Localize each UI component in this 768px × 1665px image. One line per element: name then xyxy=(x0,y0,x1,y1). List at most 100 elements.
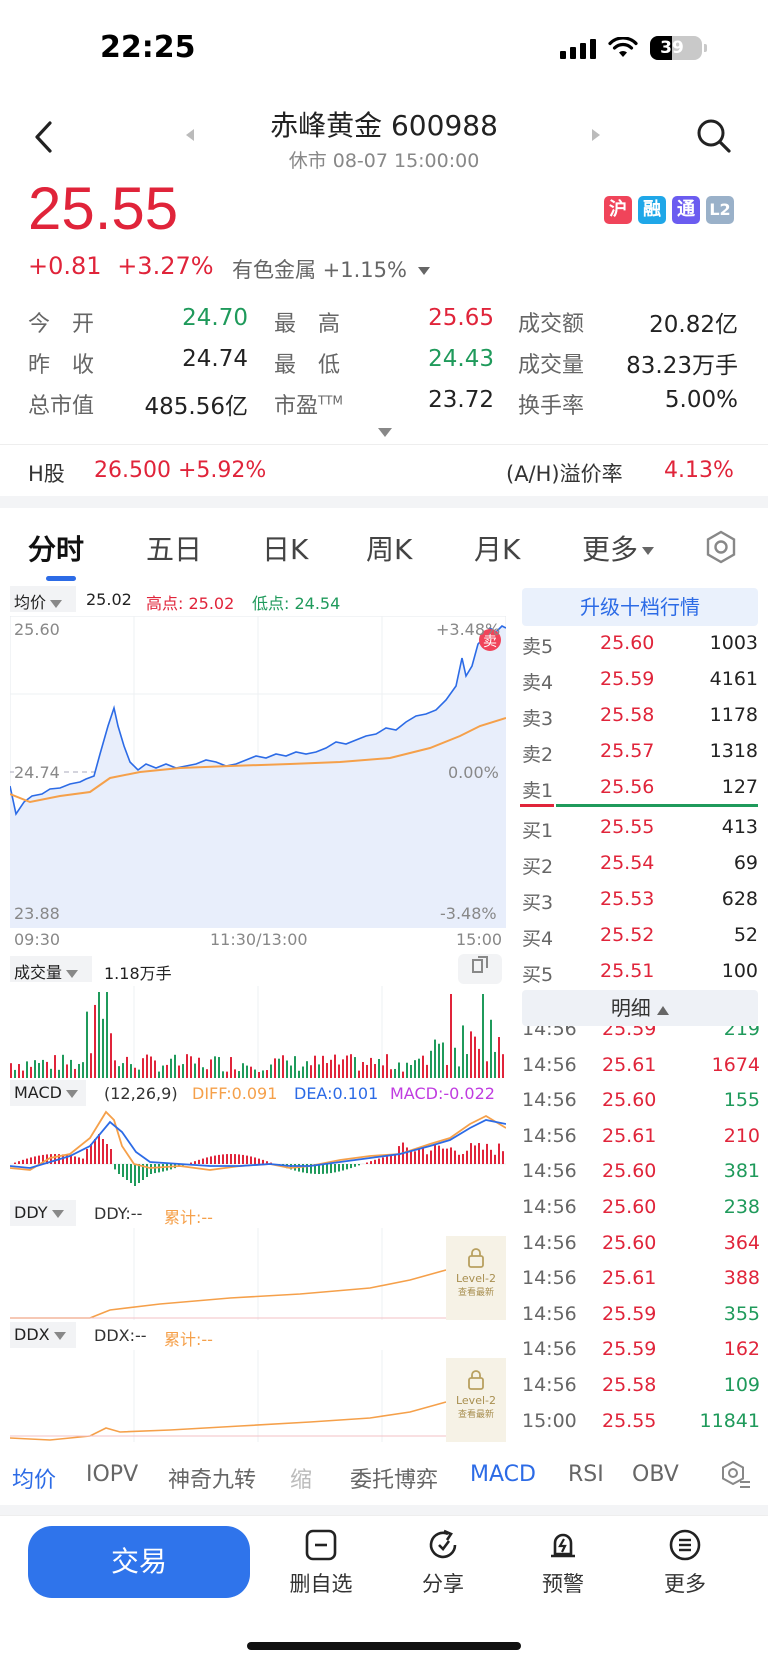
ind-tab-iopv[interactable]: IOPV xyxy=(86,1462,139,1487)
macd-bar xyxy=(502,1151,504,1164)
chart-settings-icon[interactable] xyxy=(704,530,738,564)
volume-bar xyxy=(262,1070,264,1078)
macd-bar xyxy=(130,1164,132,1183)
macd-bar xyxy=(14,1162,16,1164)
ddy-lock-sub: 查看最新 xyxy=(457,1288,494,1298)
volume-bar xyxy=(358,1070,360,1078)
ind-tab-td9[interactable]: 神奇九转 xyxy=(168,1468,257,1493)
tab-monthly-k[interactable]: 月K xyxy=(474,533,521,566)
volume-bar xyxy=(334,1054,336,1078)
prev-stock-icon[interactable] xyxy=(184,128,196,142)
low-point: 低点: 24.54 xyxy=(252,594,341,613)
tick-price: 25.59 xyxy=(602,1338,657,1361)
open-value: 24.70 xyxy=(182,305,248,331)
macd-bar xyxy=(254,1157,256,1164)
tick-price: 25.61 xyxy=(602,1124,657,1147)
macd-bar xyxy=(346,1164,348,1170)
ddy-level2-lock[interactable]: Level-2 查看最新 xyxy=(446,1236,506,1320)
macd-bar xyxy=(250,1156,252,1164)
ind-tab-rsi[interactable]: RSI xyxy=(568,1462,604,1487)
ddx-dropdown-icon xyxy=(53,1331,66,1340)
alert-button[interactable]: 预警 xyxy=(518,1528,608,1598)
macd-bar xyxy=(338,1164,340,1172)
tick-price: 25.60 xyxy=(602,1195,657,1218)
tick-row: 14:56 25.58 109 xyxy=(520,1368,762,1404)
status-time: 22:25 xyxy=(100,30,196,65)
level-volume: 1318 xyxy=(709,740,758,762)
bid-row: 买2 25.54 69 xyxy=(520,846,760,882)
volume-bar xyxy=(90,1053,92,1078)
level-price: 25.55 xyxy=(600,816,655,838)
trade-button[interactable]: 交易 xyxy=(28,1526,250,1598)
tab-daily-k[interactable]: 日K xyxy=(262,533,309,566)
back-icon[interactable] xyxy=(32,120,56,154)
search-icon[interactable] xyxy=(696,118,732,154)
ddy-value: DDY:-- xyxy=(94,1204,143,1223)
tick-price: 25.58 xyxy=(602,1373,657,1396)
macd-bar xyxy=(258,1158,260,1164)
avg-selector[interactable]: 均价 xyxy=(10,586,76,612)
macd-bar xyxy=(74,1156,76,1164)
level-label: 买4 xyxy=(522,928,554,950)
ind-tab-order-game[interactable]: 委托博弈 xyxy=(350,1468,439,1493)
status-icons: 39 xyxy=(560,36,707,60)
sell-marker[interactable] xyxy=(479,629,501,651)
volume-bar xyxy=(178,1065,180,1078)
macd-bar xyxy=(38,1155,40,1164)
expand-chart-icon[interactable] xyxy=(458,954,502,984)
avg-line xyxy=(10,717,506,804)
volume-bar xyxy=(98,992,100,1078)
volume-bar xyxy=(366,1064,368,1078)
macd-bar xyxy=(70,1155,72,1164)
remove-watchlist-button[interactable]: 删自选 xyxy=(276,1528,366,1598)
upgrade-level10-button[interactable]: 升级十档行情 xyxy=(522,588,758,626)
ddy-selector[interactable]: DDY xyxy=(10,1200,76,1226)
ddx-level2-lock[interactable]: Level-2 查看最新 xyxy=(446,1358,506,1442)
volume-bar xyxy=(62,1054,64,1078)
tick-time: 14:56 xyxy=(522,1124,577,1147)
volume-bar xyxy=(194,1063,196,1078)
volume-bar xyxy=(58,1069,60,1078)
volume-bar xyxy=(74,1068,76,1078)
volume-bar xyxy=(122,1063,124,1078)
next-stock-icon[interactable] xyxy=(590,128,602,142)
high-label: 最 高 xyxy=(274,312,341,337)
volume-bar xyxy=(114,1060,116,1078)
more-button[interactable]: 更多 xyxy=(640,1528,730,1598)
ind-tab-partial[interactable]: 缩 xyxy=(290,1468,313,1493)
macd-bar xyxy=(446,1148,448,1164)
sector-link[interactable]: 有色金属 +1.15% xyxy=(232,254,430,284)
ind-tab-obv[interactable]: OBV xyxy=(632,1462,679,1487)
detail-toggle[interactable]: 明细 xyxy=(522,990,758,1026)
macd-bar xyxy=(226,1154,228,1164)
level-price: 25.56 xyxy=(600,776,655,798)
ind-tab-avg[interactable]: 均价 xyxy=(12,1468,57,1493)
indicator-settings-icon[interactable] xyxy=(720,1460,752,1490)
macd-bar xyxy=(110,1149,112,1164)
level-volume: 4161 xyxy=(709,668,758,690)
intraday-chart[interactable]: 卖 xyxy=(10,616,506,928)
volume-selector[interactable]: 成交量 xyxy=(10,956,92,982)
tab-intraday[interactable]: 分时 xyxy=(28,533,85,566)
volume-bar xyxy=(182,1064,184,1078)
tab-five-day[interactable]: 五日 xyxy=(146,533,203,566)
macd-bar xyxy=(470,1143,472,1164)
expand-quote-icon[interactable] xyxy=(378,428,392,437)
level-price: 25.58 xyxy=(600,704,655,726)
tab-weekly-k[interactable]: 周K xyxy=(366,533,413,566)
tick-list[interactable]: 14:56 25.59 219 14:56 25.61 1674 14:56 25.60 155… xyxy=(520,1026,762,1442)
share-button[interactable]: 分享 xyxy=(398,1528,488,1598)
bid-row: 买5 25.51 100 xyxy=(520,954,760,990)
ddx-lock-sub: 查看最新 xyxy=(457,1410,494,1420)
macd-bar xyxy=(326,1164,328,1174)
hshare-value[interactable]: 26.500 +5.92% xyxy=(94,458,267,483)
ddx-selector[interactable]: DDX xyxy=(10,1322,76,1348)
macd-bar xyxy=(82,1158,84,1164)
macd-bar xyxy=(202,1158,204,1164)
volume-bar xyxy=(10,1063,12,1078)
tab-more[interactable]: 更多 xyxy=(582,528,655,568)
ind-tab-macd[interactable]: MACD xyxy=(470,1462,536,1487)
macd-selector[interactable]: MACD xyxy=(10,1080,86,1106)
ddy-lock-text: Level-2 xyxy=(455,1272,496,1285)
macd-bar xyxy=(322,1164,324,1174)
